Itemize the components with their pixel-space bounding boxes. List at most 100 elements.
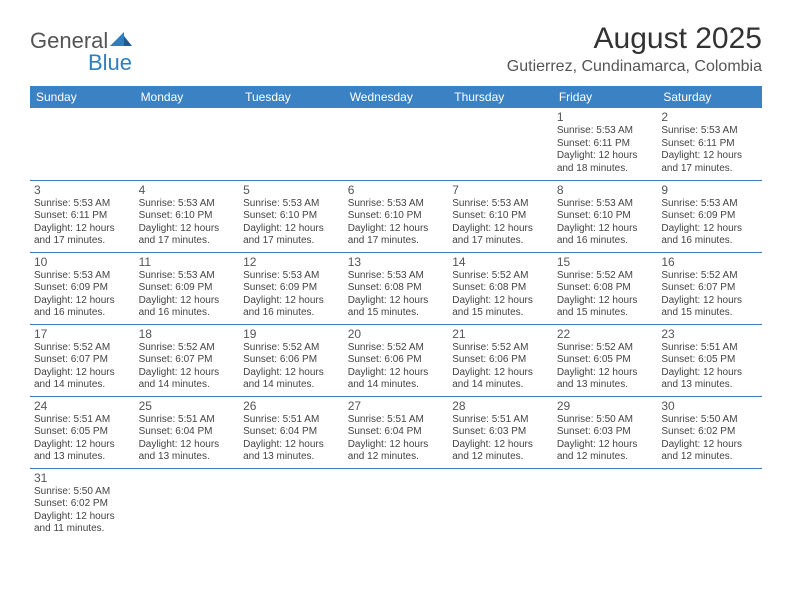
day-number: 31 — [34, 471, 131, 485]
col-tuesday: Tuesday — [239, 86, 344, 108]
day-info-line: Sunrise: 5:51 AM — [243, 414, 340, 427]
day-info-line: Sunrise: 5:51 AM — [34, 414, 131, 427]
day-info: Sunrise: 5:53 AMSunset: 6:09 PMDaylight:… — [139, 270, 236, 320]
day-number: 25 — [139, 399, 236, 413]
day-number: 13 — [348, 255, 445, 269]
day-info-line: and 16 minutes. — [661, 235, 758, 248]
day-info-line: Sunset: 6:11 PM — [557, 138, 654, 151]
day-info-line: Sunrise: 5:53 AM — [661, 198, 758, 211]
day-info-line: Sunrise: 5:51 AM — [139, 414, 236, 427]
day-cell: 1Sunrise: 5:53 AMSunset: 6:11 PMDaylight… — [553, 108, 658, 180]
day-info-line: Sunset: 6:03 PM — [557, 426, 654, 439]
day-info-line: Sunrise: 5:51 AM — [348, 414, 445, 427]
day-info-line: Daylight: 12 hours — [348, 367, 445, 380]
day-info-line: Sunrise: 5:53 AM — [34, 270, 131, 283]
month-title: August 2025 — [507, 22, 762, 56]
day-cell: 16Sunrise: 5:52 AMSunset: 6:07 PMDayligh… — [657, 252, 762, 324]
day-info-line: and 14 minutes. — [243, 379, 340, 392]
calendar-page: General August 2025 Gutierrez, Cundinama… — [0, 0, 792, 560]
day-info-line: Daylight: 12 hours — [557, 150, 654, 163]
day-info: Sunrise: 5:52 AMSunset: 6:07 PMDaylight:… — [661, 270, 758, 320]
day-info-line: Sunset: 6:09 PM — [661, 210, 758, 223]
day-cell: 28Sunrise: 5:51 AMSunset: 6:03 PMDayligh… — [448, 396, 553, 468]
day-number: 5 — [243, 183, 340, 197]
day-cell: 4Sunrise: 5:53 AMSunset: 6:10 PMDaylight… — [135, 180, 240, 252]
day-cell — [657, 468, 762, 540]
day-cell: 22Sunrise: 5:52 AMSunset: 6:05 PMDayligh… — [553, 324, 658, 396]
day-info: Sunrise: 5:53 AMSunset: 6:10 PMDaylight:… — [452, 198, 549, 248]
day-cell: 27Sunrise: 5:51 AMSunset: 6:04 PMDayligh… — [344, 396, 449, 468]
day-info-line: Sunrise: 5:53 AM — [557, 198, 654, 211]
day-info-line: Sunrise: 5:53 AM — [557, 125, 654, 138]
logo-line2: Blue — [30, 50, 132, 76]
day-info: Sunrise: 5:53 AMSunset: 6:09 PMDaylight:… — [243, 270, 340, 320]
day-info-line: Sunrise: 5:53 AM — [139, 270, 236, 283]
day-info-line: Sunrise: 5:52 AM — [557, 342, 654, 355]
day-info-line: Sunset: 6:11 PM — [661, 138, 758, 151]
week-row: 1Sunrise: 5:53 AMSunset: 6:11 PMDaylight… — [30, 108, 762, 180]
day-info-line: and 15 minutes. — [348, 307, 445, 320]
day-cell: 15Sunrise: 5:52 AMSunset: 6:08 PMDayligh… — [553, 252, 658, 324]
day-number: 1 — [557, 110, 654, 124]
day-info-line: Sunset: 6:06 PM — [452, 354, 549, 367]
day-info-line: Daylight: 12 hours — [139, 223, 236, 236]
day-number: 3 — [34, 183, 131, 197]
day-info: Sunrise: 5:52 AMSunset: 6:05 PMDaylight:… — [557, 342, 654, 392]
day-info: Sunrise: 5:53 AMSunset: 6:08 PMDaylight:… — [348, 270, 445, 320]
day-info: Sunrise: 5:50 AMSunset: 6:03 PMDaylight:… — [557, 414, 654, 464]
day-info-line: Daylight: 12 hours — [661, 295, 758, 308]
day-info-line: Sunrise: 5:53 AM — [452, 198, 549, 211]
day-info-line: and 12 minutes. — [348, 451, 445, 464]
day-info-line: Sunrise: 5:50 AM — [661, 414, 758, 427]
day-info: Sunrise: 5:51 AMSunset: 6:04 PMDaylight:… — [139, 414, 236, 464]
day-info-line: and 16 minutes. — [557, 235, 654, 248]
day-number: 8 — [557, 183, 654, 197]
location: Gutierrez, Cundinamarca, Colombia — [507, 58, 762, 76]
day-cell: 2Sunrise: 5:53 AMSunset: 6:11 PMDaylight… — [657, 108, 762, 180]
day-info: Sunrise: 5:53 AMSunset: 6:10 PMDaylight:… — [243, 198, 340, 248]
day-number: 15 — [557, 255, 654, 269]
day-number: 2 — [661, 110, 758, 124]
day-info-line: Sunset: 6:04 PM — [243, 426, 340, 439]
day-info-line: Sunrise: 5:52 AM — [557, 270, 654, 283]
day-info-line: Daylight: 12 hours — [661, 439, 758, 452]
day-info-line: and 17 minutes. — [34, 235, 131, 248]
day-info-line: Sunset: 6:09 PM — [34, 282, 131, 295]
day-info-line: Daylight: 12 hours — [243, 439, 340, 452]
day-info-line: Sunset: 6:10 PM — [139, 210, 236, 223]
day-cell — [553, 468, 658, 540]
day-number: 26 — [243, 399, 340, 413]
day-info-line: and 16 minutes. — [139, 307, 236, 320]
day-info-line: Sunrise: 5:53 AM — [139, 198, 236, 211]
day-number: 22 — [557, 327, 654, 341]
day-info-line: and 15 minutes. — [661, 307, 758, 320]
day-info-line: Daylight: 12 hours — [348, 223, 445, 236]
day-cell: 9Sunrise: 5:53 AMSunset: 6:09 PMDaylight… — [657, 180, 762, 252]
day-info-line: Sunrise: 5:52 AM — [34, 342, 131, 355]
day-number: 16 — [661, 255, 758, 269]
day-cell: 23Sunrise: 5:51 AMSunset: 6:05 PMDayligh… — [657, 324, 762, 396]
day-info-line: and 18 minutes. — [557, 163, 654, 176]
day-number: 29 — [557, 399, 654, 413]
day-info-line: and 13 minutes. — [34, 451, 131, 464]
day-cell — [135, 468, 240, 540]
day-info-line: Sunset: 6:06 PM — [243, 354, 340, 367]
day-info-line: Daylight: 12 hours — [661, 150, 758, 163]
day-info: Sunrise: 5:52 AMSunset: 6:07 PMDaylight:… — [139, 342, 236, 392]
day-info-line: Daylight: 12 hours — [452, 295, 549, 308]
calendar-table: Sunday Monday Tuesday Wednesday Thursday… — [30, 86, 762, 540]
day-info: Sunrise: 5:51 AMSunset: 6:05 PMDaylight:… — [34, 414, 131, 464]
week-row: 10Sunrise: 5:53 AMSunset: 6:09 PMDayligh… — [30, 252, 762, 324]
day-info-line: Sunrise: 5:52 AM — [243, 342, 340, 355]
day-info-line: Sunset: 6:11 PM — [34, 210, 131, 223]
day-info-line: Sunrise: 5:52 AM — [139, 342, 236, 355]
day-cell — [239, 108, 344, 180]
day-cell: 30Sunrise: 5:50 AMSunset: 6:02 PMDayligh… — [657, 396, 762, 468]
day-info-line: and 13 minutes. — [243, 451, 340, 464]
day-info-line: Sunset: 6:07 PM — [139, 354, 236, 367]
day-number: 24 — [34, 399, 131, 413]
col-friday: Friday — [553, 86, 658, 108]
day-info: Sunrise: 5:53 AMSunset: 6:11 PMDaylight:… — [557, 125, 654, 175]
day-info: Sunrise: 5:53 AMSunset: 6:10 PMDaylight:… — [557, 198, 654, 248]
day-info-line: Daylight: 12 hours — [34, 511, 131, 524]
